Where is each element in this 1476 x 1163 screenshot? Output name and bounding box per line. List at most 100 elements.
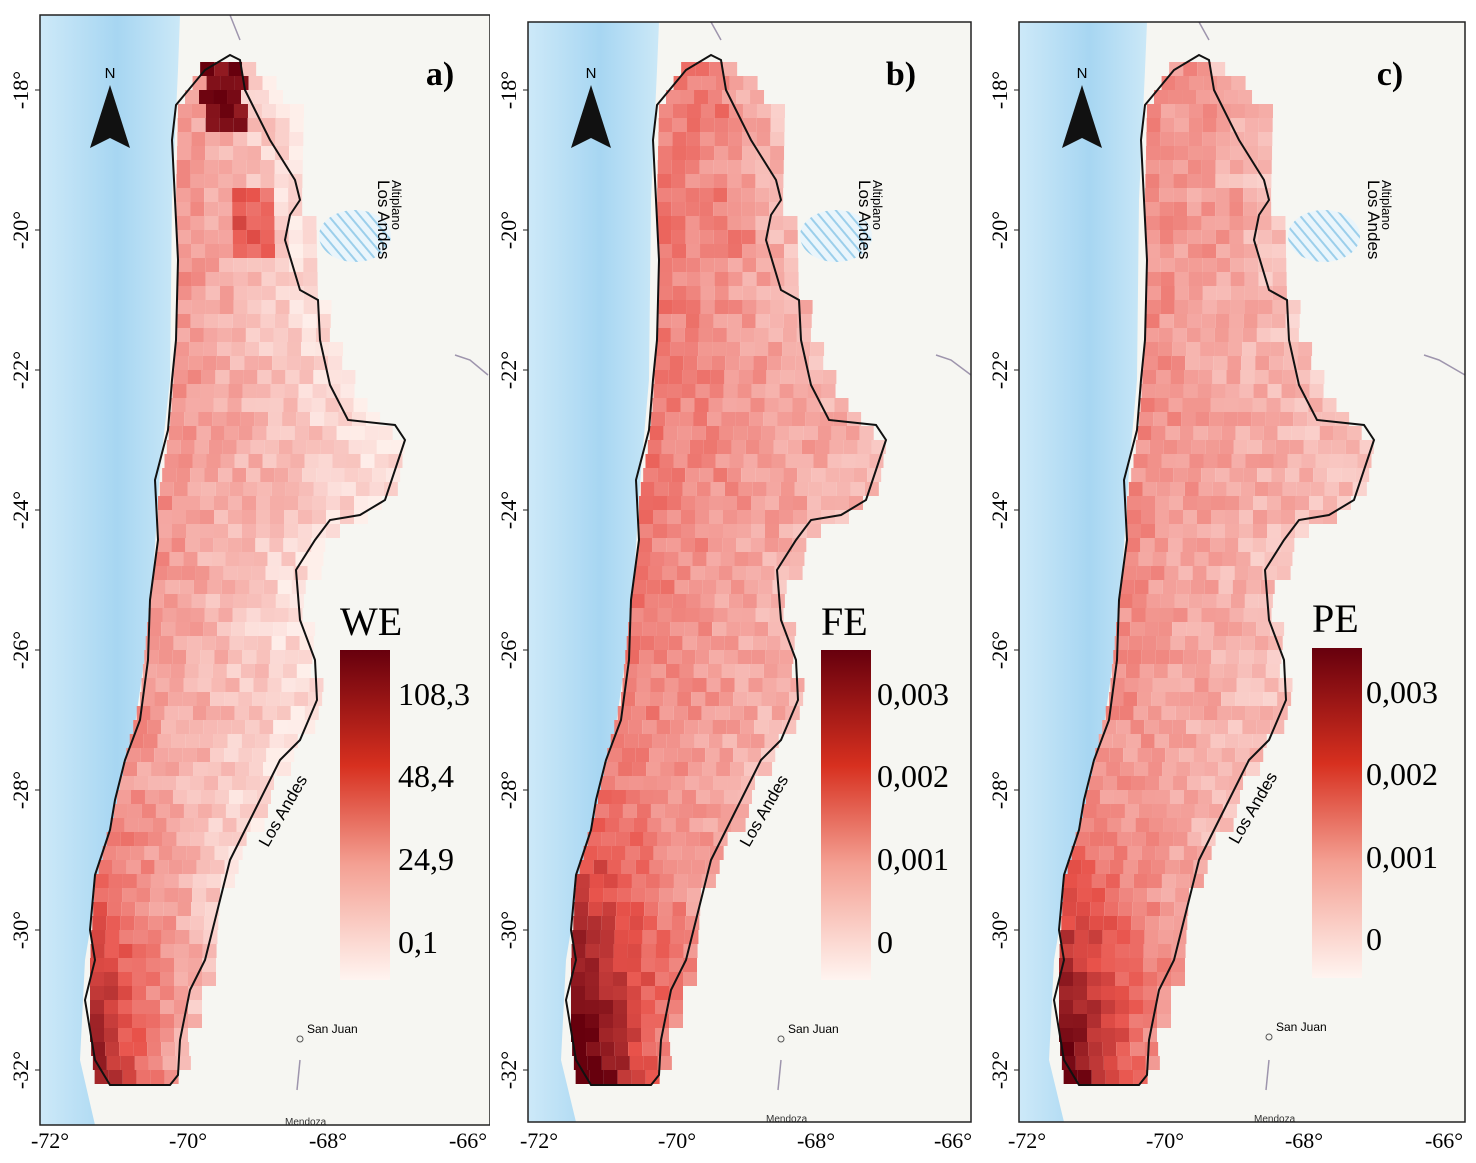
grid-cell (1166, 678, 1181, 692)
grid-cell (1211, 62, 1226, 76)
grid-cell (1195, 412, 1210, 426)
grid-cell (674, 762, 689, 776)
grid-cell (1203, 454, 1218, 468)
grid-cell (793, 496, 807, 510)
grid-cell (1173, 160, 1188, 174)
grid-cell (175, 720, 190, 734)
grid-cell (274, 468, 289, 482)
grid-cell (1155, 510, 1169, 524)
grid-cell (691, 860, 706, 874)
latitude-axis: -18°-20°-22°-24°-26°-28°-30°-32° (496, 71, 528, 1089)
grid-cell (1144, 328, 1159, 342)
grid-cell (713, 188, 728, 202)
grid-cell (627, 944, 642, 958)
grid-cell (1145, 216, 1160, 230)
grid-cell (1170, 370, 1185, 384)
grid-cell (1341, 468, 1356, 482)
grid-cell (643, 832, 658, 846)
grid-cell (146, 958, 160, 972)
grid-cell (1198, 370, 1213, 384)
grid-cell (1297, 356, 1312, 370)
grid-cell (585, 1014, 599, 1028)
grid-cell (191, 300, 206, 314)
grid-cell (252, 692, 267, 706)
grid-cell (232, 202, 247, 216)
grid-cell (699, 468, 714, 482)
grid-cell (779, 650, 794, 664)
grid-cell (770, 132, 785, 146)
grid-cell (646, 762, 661, 776)
grid-cell (1202, 300, 1217, 314)
grid-cell (197, 678, 212, 692)
grid-cell (801, 440, 816, 454)
grid-cell (304, 454, 319, 468)
grid-cell (232, 468, 247, 482)
grid-cell (1258, 104, 1273, 118)
grid-cell (157, 538, 172, 552)
grid-cell (700, 146, 715, 160)
grid-cell (175, 930, 190, 944)
grid-cell (260, 160, 275, 174)
grid-cell (714, 132, 729, 146)
grid-cell (339, 398, 354, 412)
grid-cell (1180, 804, 1195, 818)
grid-cell (205, 104, 220, 118)
grid-cell (219, 594, 234, 608)
grid-cell (1251, 412, 1266, 426)
grid-cell (206, 874, 221, 888)
grid-cell (687, 76, 702, 90)
grid-cell (158, 510, 172, 524)
grid-cell (133, 1042, 148, 1056)
grid-cell (618, 762, 633, 776)
grid-cell (723, 384, 738, 398)
grid-cell (154, 692, 169, 706)
grid-cell (1173, 216, 1188, 230)
grid-cell (202, 972, 216, 986)
grid-cell (260, 314, 275, 328)
grid-cell (374, 454, 389, 468)
grid-cell (346, 454, 361, 468)
grid-cell (1240, 370, 1255, 384)
grid-cell (691, 748, 706, 762)
grid-cell (165, 762, 180, 776)
grid-cell (289, 286, 304, 300)
grid-cell (1176, 762, 1191, 776)
grid-cell (330, 468, 345, 482)
longitude-tick-label: -70° (169, 1128, 207, 1153)
grid-cell (169, 678, 184, 692)
grid-cell (104, 986, 118, 1000)
grid-cell (1240, 482, 1255, 496)
grid-cell (1201, 216, 1216, 230)
grid-cell (678, 804, 693, 818)
grid-cell (169, 804, 184, 818)
grid-cell (281, 552, 296, 566)
grid-cell (219, 146, 234, 160)
grid-cell (1268, 370, 1283, 384)
grid-cell (234, 706, 249, 720)
grid-cell (702, 762, 717, 776)
grid-cell (297, 538, 312, 552)
grid-cell (767, 356, 782, 370)
grid-cell (667, 496, 681, 510)
grid-cell (601, 916, 616, 930)
grid-cell (1165, 748, 1180, 762)
grid-cell (1236, 678, 1251, 692)
grid-cell (1188, 286, 1203, 300)
grid-cell (1142, 482, 1157, 496)
grid-cell (274, 188, 289, 202)
grid-cell (700, 104, 715, 118)
grid-cell (1142, 636, 1157, 650)
grid-cell (1216, 132, 1231, 146)
grid-cell (1203, 76, 1218, 90)
grid-cell (147, 720, 162, 734)
grid-cell (770, 286, 785, 300)
grid-cell (1253, 496, 1267, 510)
grid-cell (1319, 426, 1334, 440)
grid-cell (673, 888, 688, 902)
grid-cell (200, 790, 215, 804)
grid-cell (1102, 930, 1117, 944)
grid-cell (1131, 1056, 1146, 1070)
grid-cell (188, 958, 202, 972)
grid-cell (219, 118, 234, 132)
grid-cell (1221, 692, 1236, 706)
